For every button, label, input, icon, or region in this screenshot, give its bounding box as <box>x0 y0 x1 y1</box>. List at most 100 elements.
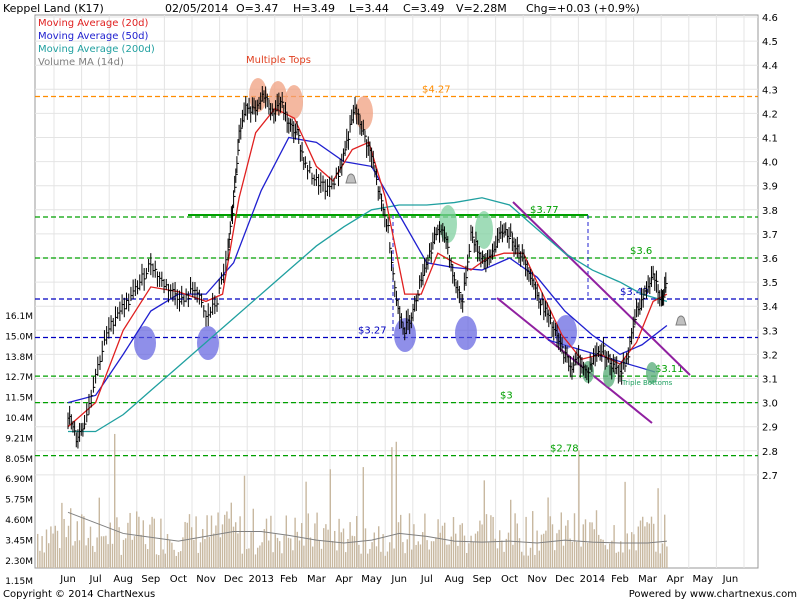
volume-bar <box>221 524 224 568</box>
volume-bar <box>235 522 237 568</box>
volume-bar <box>210 515 213 568</box>
volume-bar <box>380 551 382 568</box>
support-marker <box>197 326 219 360</box>
volume-bar <box>666 546 668 568</box>
volume-bar <box>52 533 54 568</box>
price-series <box>67 86 668 449</box>
volume-bar <box>81 514 83 568</box>
volume-bar <box>329 469 331 568</box>
volume-bar <box>534 554 536 568</box>
volume-bar <box>450 536 452 568</box>
x-tick-label: Nov <box>527 574 547 585</box>
volume-bar <box>340 532 342 568</box>
volume-bar <box>576 541 578 568</box>
volume-bar <box>67 525 70 568</box>
x-axis: Jun Jul Aug Sep Oct Nov Dec 2013 Feb Mar Apr May Jun… <box>59 574 738 585</box>
volume-bar <box>463 535 466 568</box>
volume-bar <box>219 537 221 568</box>
volume-tick-label: 16.1M <box>5 312 33 322</box>
volume-bar <box>642 516 644 568</box>
volume-bar <box>153 518 155 568</box>
volume-tick-label: 10.4M <box>5 414 33 424</box>
legend-ma20: Moving Average (20d) <box>38 18 149 29</box>
volume-bar <box>197 552 199 568</box>
volume-bar <box>567 520 569 568</box>
volume-bar <box>584 519 587 568</box>
volume-bar <box>617 551 620 568</box>
volume-bar <box>615 552 617 568</box>
footer-copyright: Copyright © 2014 ChartNexus <box>3 589 155 600</box>
volume-bar <box>232 526 235 568</box>
annotation-multiple-tops: Multiple Tops <box>246 55 311 66</box>
x-tick-label: Mar <box>307 574 327 585</box>
volume-bar <box>37 533 39 568</box>
volume-bar <box>290 538 292 568</box>
volume-tick-label: 5.75M <box>5 496 33 506</box>
x-tick-label: Mar <box>638 574 658 585</box>
volume-bar <box>241 553 243 568</box>
volume-bar <box>395 441 397 568</box>
volume-bar <box>457 545 459 568</box>
volume-bar <box>631 532 633 568</box>
volume-bar <box>435 537 437 568</box>
volume-bar <box>437 519 439 568</box>
volume-bar <box>158 555 160 568</box>
volume-bar <box>459 524 461 568</box>
volume-tick-label: 13.8M <box>5 353 33 363</box>
volume-bar <box>569 538 571 568</box>
volume-bar <box>320 548 323 568</box>
volume-bar <box>503 551 505 568</box>
volume-bar <box>226 511 228 568</box>
header-close: C=3.49 <box>403 2 444 15</box>
volume-bar <box>516 523 518 568</box>
volume-bar <box>404 553 406 568</box>
volume-bar <box>195 516 197 568</box>
volume-bar <box>257 547 259 568</box>
volume-bar <box>653 523 655 568</box>
volume-bar <box>213 533 215 568</box>
volume-bar <box>296 531 298 568</box>
volume-bar <box>180 551 182 568</box>
volume-bar <box>193 539 195 568</box>
volume-bar <box>305 481 307 568</box>
volume-bar <box>477 531 479 568</box>
volume-bar <box>250 532 252 568</box>
price-tick-label: 2.8 <box>762 447 778 458</box>
volume-bar <box>470 535 472 568</box>
x-tick-label: Apr <box>335 574 353 585</box>
volume-bar <box>292 550 294 568</box>
volume-bar <box>444 522 446 568</box>
volume-bar <box>433 541 435 568</box>
volume-bar <box>287 537 290 568</box>
volume-bar <box>164 553 166 568</box>
volume-bar <box>325 524 327 568</box>
volume-tick-label: 9.21M <box>5 434 33 444</box>
volume-bar <box>358 544 360 568</box>
x-tick-label: Jul <box>420 574 433 585</box>
support-marker <box>134 326 156 360</box>
volume-bar <box>45 529 48 568</box>
volume-bar <box>85 545 87 568</box>
volume-bar <box>50 526 52 568</box>
volume-bar <box>483 480 485 568</box>
volume-bar <box>98 497 100 568</box>
volume-bar <box>439 532 441 568</box>
volume-bar <box>406 539 408 568</box>
volume-bar <box>140 534 142 568</box>
volume-bar <box>74 541 76 568</box>
volume-bar <box>384 555 386 568</box>
volume-bar <box>466 552 468 568</box>
volume-bar <box>111 543 114 568</box>
volume-bar <box>371 542 373 568</box>
volume-bar <box>127 522 129 568</box>
volume-bar <box>474 533 477 568</box>
x-tick-label: Jun <box>59 574 76 585</box>
volume-bar <box>532 511 534 568</box>
volume-bar <box>215 525 217 568</box>
header-low: L=3.44 <box>349 2 389 15</box>
volume-bar <box>565 525 567 568</box>
price-tick-label: 4.2 <box>762 109 778 120</box>
volume-tick-label: 8.05M <box>5 455 33 465</box>
